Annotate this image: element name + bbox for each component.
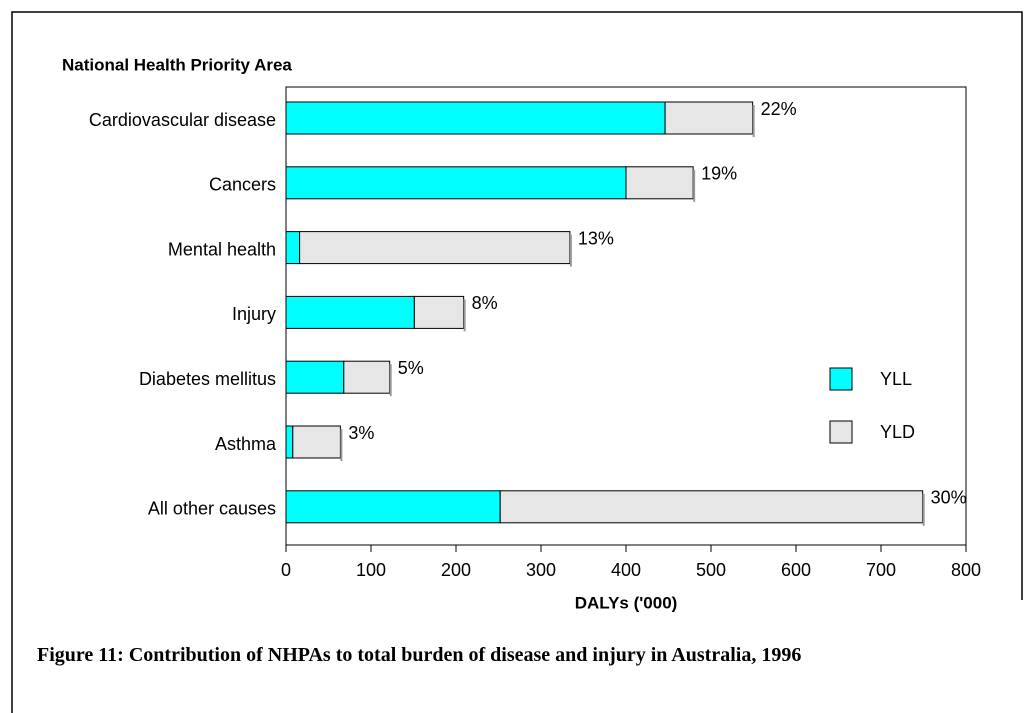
bar-shadow: [340, 429, 343, 461]
legend-label: YLL: [880, 369, 912, 389]
y-tick-label: Diabetes mellitus: [139, 369, 276, 389]
bar-shadow: [569, 234, 572, 267]
bar-segment: [285, 101, 666, 135]
bar-segment: [285, 295, 415, 329]
chart-title: National Health Priority Area: [62, 55, 292, 74]
bar-segment: [499, 490, 924, 524]
y-tick-label: Asthma: [215, 434, 277, 454]
bar-segment: [285, 425, 294, 459]
y-tick-label: Mental health: [168, 239, 276, 259]
bar-segment: [292, 425, 341, 459]
bar-segment: [285, 490, 501, 524]
caption: Figure 11: Contribution of NHPAs to tota…: [37, 644, 802, 666]
data-label: 8%: [472, 293, 498, 313]
y-tick-label: Cancers: [209, 175, 276, 195]
data-label: 22%: [761, 99, 797, 119]
legend-swatch: [829, 367, 853, 391]
bar-segment: [625, 166, 694, 200]
legend-label: YLD: [880, 422, 915, 442]
x-tick-label: 700: [866, 560, 896, 580]
x-tick-label: 600: [781, 560, 811, 580]
x-tick-label: 200: [441, 560, 471, 580]
bar-shadow: [922, 493, 925, 526]
data-label: 13%: [578, 228, 614, 248]
bar-segment: [299, 231, 571, 265]
x-tick-label: 400: [611, 560, 641, 580]
bar-segment: [664, 101, 754, 135]
x-tick-label: 800: [951, 560, 981, 580]
x-tick-label: 100: [356, 560, 386, 580]
data-label: 30%: [931, 488, 967, 508]
data-label: 3%: [348, 423, 374, 443]
data-label: 19%: [701, 164, 737, 184]
bar-segment: [413, 295, 465, 329]
bar-shadow: [693, 169, 696, 202]
y-tick-label: Injury: [232, 304, 276, 324]
bar-shadow: [389, 364, 392, 397]
x-tick-label: 500: [696, 560, 726, 580]
bar-segment: [343, 360, 391, 394]
y-tick-label: All other causes: [148, 499, 276, 519]
frame: [11, 11, 1023, 713]
legend-swatch: [829, 420, 853, 444]
bar-segment: [285, 166, 627, 200]
bar-shadow: [752, 105, 755, 137]
x-tick-label: 0: [281, 560, 291, 580]
bar-shadow: [463, 299, 466, 332]
data-label: 5%: [398, 358, 424, 378]
y-tick-label: Cardiovascular disease: [89, 110, 276, 130]
x-tick-label: 300: [526, 560, 556, 580]
bar-segment: [285, 231, 301, 265]
x-axis-label: DALYs ('000): [575, 593, 678, 612]
bar-segment: [285, 360, 345, 394]
